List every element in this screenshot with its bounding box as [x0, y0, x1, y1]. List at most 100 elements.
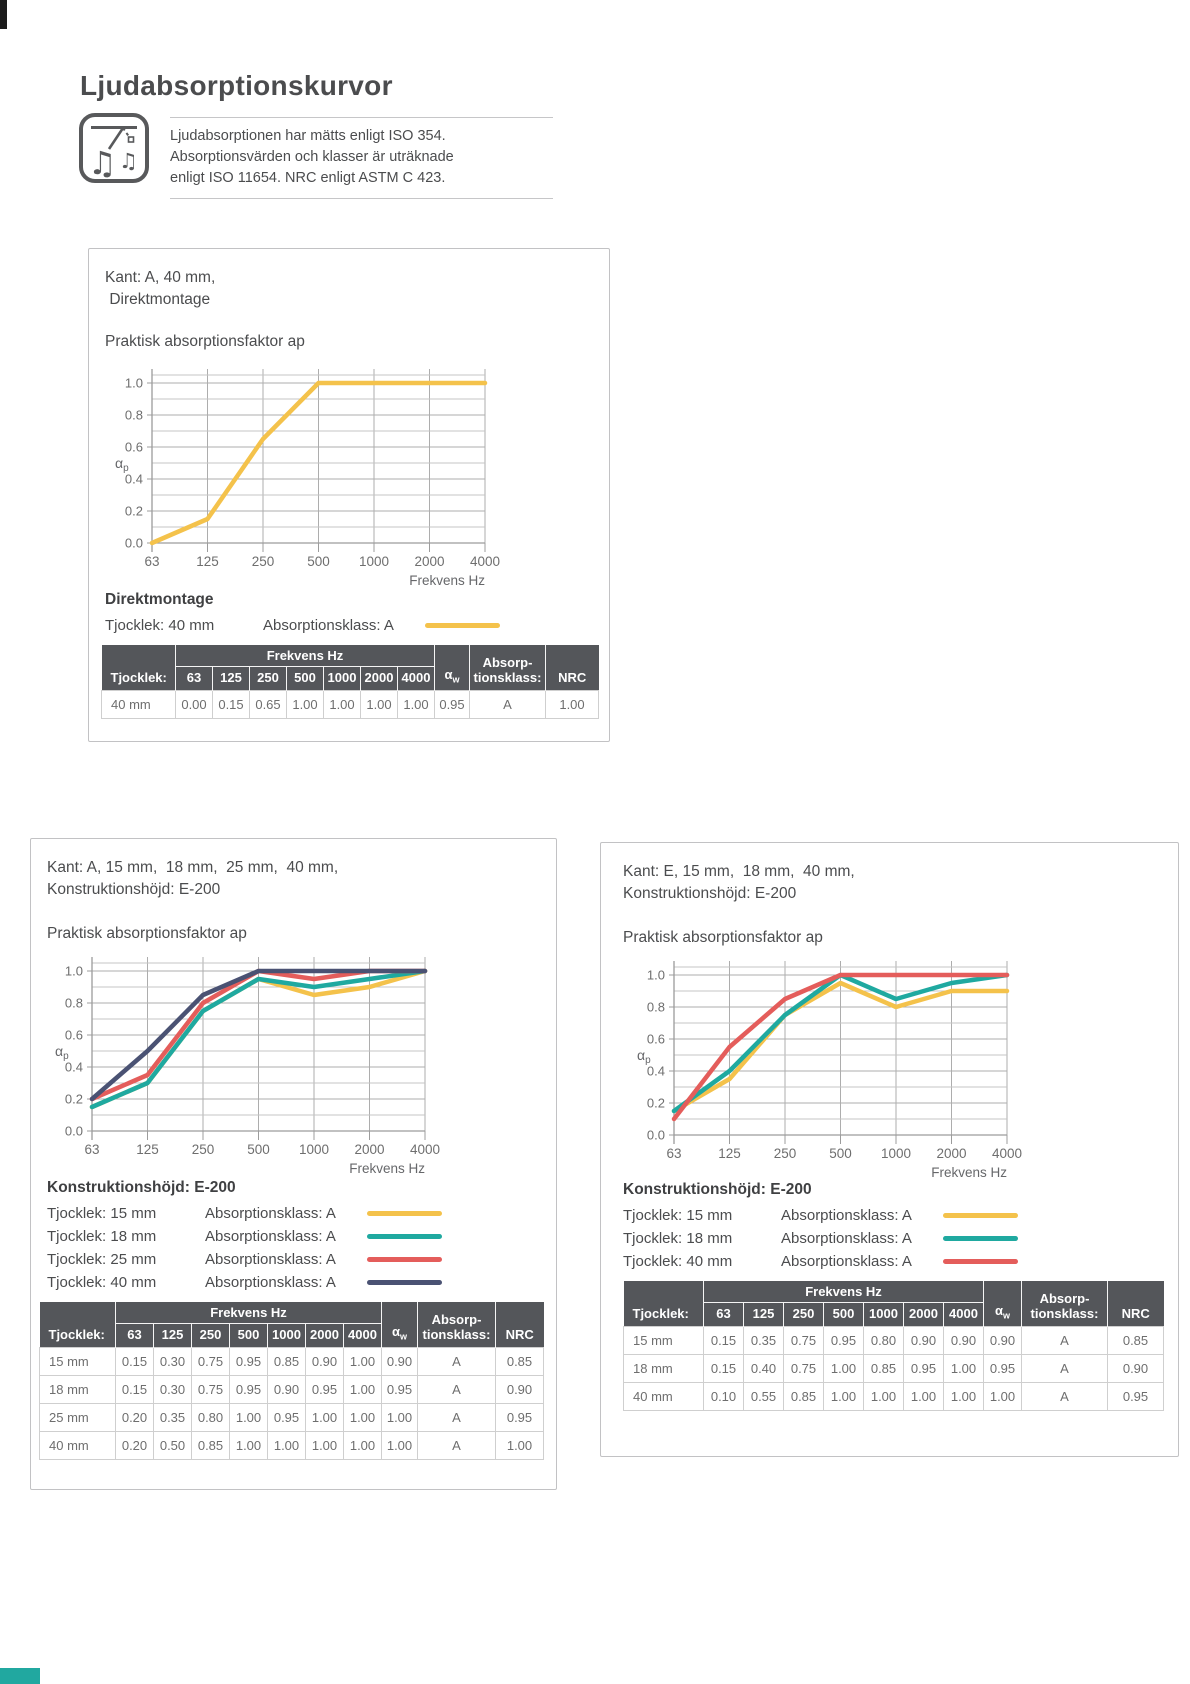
cell-ap-250: 0.85 [783, 1382, 824, 1411]
cell-nrc: 0.90 [1107, 1354, 1164, 1383]
cell-nrc: 0.95 [495, 1403, 544, 1432]
y-tick-label: 0.0 [125, 536, 143, 551]
x-tick-label: 500 [307, 554, 330, 569]
svg-text:♫: ♫ [119, 149, 138, 173]
chart-title: Praktisk absorptionsfaktor ap [105, 333, 305, 350]
legend-heading: Direktmontage [105, 591, 214, 608]
legend-class-label: Absorptionsklass: A [263, 617, 394, 634]
y-tick-label: 0.4 [647, 1064, 665, 1079]
col-header-freq-63: 63 [703, 1302, 744, 1327]
y-tick-label: 0.6 [647, 1032, 665, 1047]
cell-alpha-w: 0.95 [381, 1375, 418, 1404]
cell-ap-2000: 1.00 [305, 1403, 344, 1432]
table-row: 40 mm 0.00 0.15 0.65 1.00 1.00 1.00 1.00 0.95 A 1.… [101, 690, 599, 719]
chart-title: Praktisk absorptionsfaktor ap [623, 929, 823, 946]
cell-thickness: 18 mm [39, 1375, 116, 1404]
y-tick-label: 0.2 [125, 504, 143, 519]
col-header-freq-250: 250 [191, 1323, 230, 1348]
col-header-freq-250: 250 [783, 1302, 824, 1327]
cell-ap-4000: 1.00 [343, 1347, 382, 1376]
col-header-freq-500: 500 [823, 1302, 864, 1327]
table-row: 18 mm 0.15 0.40 0.75 1.00 0.85 0.95 1.00 0.95 A 0.… [623, 1354, 1164, 1383]
svg-text:♫: ♫ [88, 144, 117, 182]
cell-absorption-class: A [1021, 1354, 1108, 1383]
cell-ap-63: 0.00 [175, 690, 213, 719]
panel-kant-a-e200: Kant: A, 15 mm, 18 mm, 25 mm, 40 mm, Kon… [30, 838, 557, 1490]
cell-ap-500: 0.95 [229, 1347, 268, 1376]
legend-row: Tjocklek: 15 mm Absorptionsklass: A [623, 1204, 1018, 1227]
col-header-frequency-group: Frekvens Hz [175, 645, 435, 667]
chart-legend: Konstruktionshöjd: E-200 Tjocklek: 15 mm… [47, 1179, 442, 1294]
col-header-freq-63: 63 [175, 666, 213, 691]
legend-thickness-label: Tjocklek: 25 mm [47, 1251, 157, 1268]
cell-ap-250: 0.65 [249, 690, 287, 719]
cell-ap-125: 0.35 [153, 1403, 192, 1432]
cell-ap-63: 0.15 [115, 1375, 154, 1404]
cell-ap-1000: 1.00 [863, 1382, 904, 1411]
cell-ap-500: 1.00 [823, 1354, 864, 1383]
x-tick-label: 2000 [354, 1142, 384, 1157]
cell-thickness: 40 mm [623, 1382, 704, 1411]
cell-ap-125: 0.50 [153, 1431, 192, 1460]
col-header-freq-4000: 4000 [943, 1302, 984, 1327]
cell-ap-250: 0.75 [191, 1347, 230, 1376]
cell-nrc: 0.95 [1107, 1382, 1164, 1411]
legend-thickness-label: Tjocklek: 40 mm [47, 1274, 157, 1291]
col-header-thickness: Tjocklek: [623, 1281, 704, 1327]
page-footer-mark [0, 1668, 40, 1684]
col-header-freq-1000: 1000 [863, 1302, 904, 1327]
x-axis-label: Frekvens Hz [349, 1161, 425, 1176]
cell-thickness: 15 mm [623, 1326, 704, 1355]
legend-color-swatch [367, 1234, 442, 1239]
col-header-thickness: Tjocklek: [39, 1302, 116, 1348]
cell-ap-4000: 1.00 [343, 1375, 382, 1404]
x-tick-label: 125 [718, 1146, 741, 1161]
chart-line-40mm [149, 380, 488, 546]
table-row: 15 mm 0.15 0.30 0.75 0.95 0.85 0.90 1.00 0.90 A 0.… [39, 1347, 544, 1376]
y-tick-label: 1.0 [647, 968, 665, 983]
cell-ap-63: 0.10 [703, 1382, 744, 1411]
cell-absorption-class: A [469, 690, 546, 719]
table-row: 15 mm 0.15 0.35 0.75 0.95 0.80 0.90 0.90 0.90 A 0.… [623, 1326, 1164, 1355]
legend-row: Tjocklek: 40 mm Absorptionsklass: A [623, 1250, 1018, 1273]
x-tick-label: 500 [829, 1146, 852, 1161]
legend-row: Tjocklek: 18 mm Absorptionsklass: A [623, 1227, 1018, 1250]
cell-ap-500: 1.00 [229, 1431, 268, 1460]
legend-row: Tjocklek: 40 mm Absorptionsklass: A [47, 1271, 442, 1294]
cell-absorption-class: A [1021, 1326, 1108, 1355]
col-header-absorption-class: Absorp-tionsklass: [417, 1302, 496, 1348]
cell-ap-1000: 0.80 [863, 1326, 904, 1355]
legend-thickness-label: Tjocklek: 15 mm [623, 1207, 733, 1224]
col-header-nrc: NRC [545, 645, 599, 691]
cell-ap-250: 0.75 [191, 1375, 230, 1404]
x-tick-label: 250 [252, 554, 275, 569]
cell-nrc: 0.85 [495, 1347, 544, 1376]
col-header-freq-1000: 1000 [323, 666, 361, 691]
legend-row: Tjocklek: 25 mm Absorptionsklass: A [47, 1248, 442, 1271]
cell-ap-2000: 0.95 [305, 1375, 344, 1404]
cell-ap-1000: 0.85 [863, 1354, 904, 1383]
x-tick-label: 125 [196, 554, 219, 569]
cell-ap-1000: 1.00 [323, 690, 361, 719]
cell-alpha-w: 0.95 [983, 1354, 1022, 1383]
y-tick-label: 1.0 [125, 376, 143, 391]
cell-nrc: 0.90 [495, 1375, 544, 1404]
cell-ap-125: 0.30 [153, 1347, 192, 1376]
col-header-freq-4000: 4000 [397, 666, 435, 691]
legend-class-label: Absorptionsklass: A [205, 1205, 336, 1222]
absorption-chart-direktmontage: 0.0 0.2 0.4 0.6 0.8 1.0 63 125 250 500 1000 2000 400… [115, 369, 500, 588]
cell-ap-1000: 0.85 [267, 1347, 306, 1376]
col-header-freq-4000: 4000 [343, 1323, 382, 1348]
cell-alpha-w: 0.90 [983, 1326, 1022, 1355]
col-header-freq-125: 125 [212, 666, 250, 691]
x-tick-label: 1000 [881, 1146, 911, 1161]
cell-nrc: 0.85 [1107, 1326, 1164, 1355]
music-note-absorption-icon-svg: ♫ ♫ [79, 113, 149, 183]
y-tick-label: 0.8 [647, 1000, 665, 1015]
legend-thickness-label: Tjocklek: 18 mm [623, 1230, 733, 1247]
table-row: 25 mm 0.20 0.35 0.80 1.00 0.95 1.00 1.00 1.00 A 0.… [39, 1403, 544, 1432]
panel-heading: Kant: E, 15 mm, 18 mm, 40 mm, Konstrukti… [623, 863, 855, 902]
x-tick-label: 1000 [299, 1142, 329, 1157]
legend-class-label: Absorptionsklass: A [205, 1251, 336, 1268]
cell-thickness: 15 mm [39, 1347, 116, 1376]
